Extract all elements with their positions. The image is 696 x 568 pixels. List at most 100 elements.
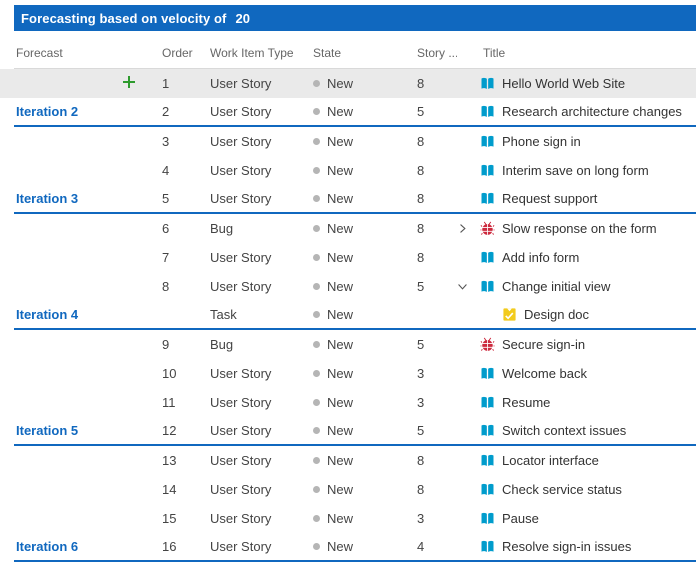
- work-item-type-cell: User Story: [210, 76, 272, 91]
- user-story-icon: [480, 539, 495, 554]
- column-header-story-points[interactable]: Story ...: [417, 46, 457, 60]
- order-cell: 13: [162, 453, 177, 468]
- table-row[interactable]: 10 User Story New 3 Welcome back: [0, 359, 696, 388]
- state-cell: New: [313, 511, 417, 526]
- column-header-forecast[interactable]: Forecast: [16, 46, 63, 60]
- work-item-title[interactable]: Hello World Web Site: [502, 76, 626, 91]
- state-dot-icon: [313, 167, 320, 174]
- work-item-title[interactable]: Research architecture changes: [502, 104, 682, 119]
- state-label: New: [327, 104, 354, 119]
- add-work-item-button[interactable]: [122, 75, 136, 92]
- work-item-type-cell: Task: [210, 307, 237, 322]
- title-cell[interactable]: Design doc: [457, 307, 696, 322]
- table-row[interactable]: 6 Bug New 8 Slow response on the form: [0, 214, 696, 243]
- title-cell[interactable]: Change initial view: [457, 279, 696, 294]
- work-item-title[interactable]: Welcome back: [502, 366, 588, 381]
- work-item-type-cell: User Story: [210, 104, 272, 119]
- work-item-title[interactable]: Locator interface: [502, 453, 599, 468]
- column-header-title[interactable]: Title: [483, 46, 506, 60]
- table-row[interactable]: 13 User Story New 8 Locator interface: [0, 446, 696, 475]
- state-cell: New: [313, 163, 417, 178]
- state-cell: New: [313, 482, 417, 497]
- work-item-title[interactable]: Resume: [502, 395, 551, 410]
- table-row[interactable]: 7 User Story New 8 Add info form: [0, 243, 696, 272]
- table-row[interactable]: 15 User Story New 3 Pause: [0, 504, 696, 533]
- order-cell: 6: [162, 221, 170, 236]
- title-cell[interactable]: Interim save on long form: [457, 163, 696, 178]
- forecast-iteration-label: Iteration 4: [16, 307, 79, 322]
- work-item-title[interactable]: Design doc: [524, 307, 590, 322]
- title-cell[interactable]: Locator interface: [457, 453, 696, 468]
- table-row[interactable]: 1 User Story New 8 Hello World Web Site: [0, 69, 696, 98]
- title-cell[interactable]: Welcome back: [457, 366, 696, 381]
- forecast-line: [14, 328, 696, 330]
- table-row[interactable]: 8 User Story New 5 Change initial view: [0, 272, 696, 301]
- column-header-order[interactable]: Order: [162, 46, 193, 60]
- work-item-title[interactable]: Interim save on long form: [502, 163, 649, 178]
- state-cell: New: [313, 221, 417, 236]
- order-cell: 3: [162, 134, 170, 149]
- table-row[interactable]: Iteration 2 2 User Story New 5 Research …: [0, 98, 696, 125]
- work-item-type-cell: User Story: [210, 366, 272, 381]
- title-cell[interactable]: Add info form: [457, 250, 696, 265]
- work-item-type-cell: User Story: [210, 250, 272, 265]
- title-cell[interactable]: Hello World Web Site: [457, 76, 696, 91]
- forecast-iteration-label: Iteration 6: [16, 539, 79, 554]
- forecast-line: [14, 560, 696, 562]
- title-cell[interactable]: Switch context issues: [457, 423, 696, 438]
- table-row[interactable]: Iteration 6 16 User Story New 4 Resolve …: [0, 533, 696, 560]
- order-cell: 5: [162, 191, 170, 206]
- title-cell[interactable]: Resolve sign-in issues: [457, 539, 696, 554]
- table-row[interactable]: 9 Bug New 5 Secure sign-in: [0, 330, 696, 359]
- user-story-icon: [480, 104, 495, 119]
- state-label: New: [327, 511, 354, 526]
- table-row[interactable]: 3 User Story New 8 Phone sign in: [0, 127, 696, 156]
- work-item-type-cell: Bug: [210, 337, 234, 352]
- work-item-title[interactable]: Request support: [502, 191, 598, 206]
- expand-chevron-icon[interactable]: [457, 223, 480, 234]
- work-item-title[interactable]: Pause: [502, 511, 539, 526]
- state-dot-icon: [313, 108, 320, 115]
- state-label: New: [327, 423, 354, 438]
- table-row[interactable]: 14 User Story New 8 Check service status: [0, 475, 696, 504]
- velocity-value-input[interactable]: 20: [235, 10, 251, 26]
- title-cell[interactable]: Request support: [457, 191, 696, 206]
- state-dot-icon: [313, 80, 320, 87]
- collapse-chevron-icon[interactable]: [457, 281, 480, 292]
- title-cell[interactable]: Resume: [457, 395, 696, 410]
- title-cell[interactable]: Secure sign-in: [457, 337, 696, 352]
- work-item-title[interactable]: Switch context issues: [502, 423, 627, 438]
- table-row[interactable]: 11 User Story New 3 Resume: [0, 388, 696, 417]
- forecast-line: [14, 125, 696, 127]
- work-item-title[interactable]: Check service status: [502, 482, 622, 497]
- column-header-work-item-type[interactable]: Work Item Type: [210, 46, 294, 60]
- state-cell: New: [313, 395, 417, 410]
- title-cell[interactable]: Phone sign in: [457, 134, 696, 149]
- state-label: New: [327, 76, 354, 91]
- table-row[interactable]: Iteration 5 12 User Story New 5 Switch c…: [0, 417, 696, 444]
- title-cell[interactable]: Research architecture changes: [457, 104, 696, 119]
- work-item-title[interactable]: Change initial view: [502, 279, 611, 294]
- state-label: New: [327, 250, 354, 265]
- order-cell: 4: [162, 163, 170, 178]
- state-cell: New: [313, 104, 417, 119]
- work-item-title[interactable]: Add info form: [502, 250, 580, 265]
- column-header-state[interactable]: State: [313, 46, 342, 60]
- title-cell[interactable]: Pause: [457, 511, 696, 526]
- story-points-cell: 8: [417, 221, 425, 236]
- title-cell[interactable]: Slow response on the form: [457, 221, 696, 236]
- bug-icon: [480, 221, 495, 236]
- state-label: New: [327, 482, 354, 497]
- work-item-title[interactable]: Secure sign-in: [502, 337, 586, 352]
- table-row[interactable]: Iteration 4 Task New Design doc: [0, 301, 696, 328]
- state-dot-icon: [313, 283, 320, 290]
- work-item-title[interactable]: Phone sign in: [502, 134, 581, 149]
- state-cell: New: [313, 453, 417, 468]
- work-item-type-cell: User Story: [210, 453, 272, 468]
- title-cell[interactable]: Check service status: [457, 482, 696, 497]
- table-row[interactable]: Iteration 3 5 User Story New 8 Request s…: [0, 185, 696, 212]
- work-item-title[interactable]: Resolve sign-in issues: [502, 539, 632, 554]
- state-label: New: [327, 453, 354, 468]
- work-item-title[interactable]: Slow response on the form: [502, 221, 657, 236]
- table-row[interactable]: 4 User Story New 8 Interim save on long …: [0, 156, 696, 185]
